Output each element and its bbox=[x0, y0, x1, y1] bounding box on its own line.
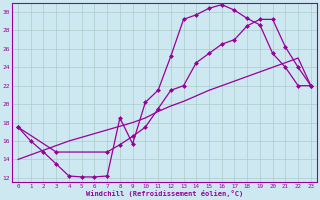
X-axis label: Windchill (Refroidissement éolien,°C): Windchill (Refroidissement éolien,°C) bbox=[86, 190, 243, 197]
